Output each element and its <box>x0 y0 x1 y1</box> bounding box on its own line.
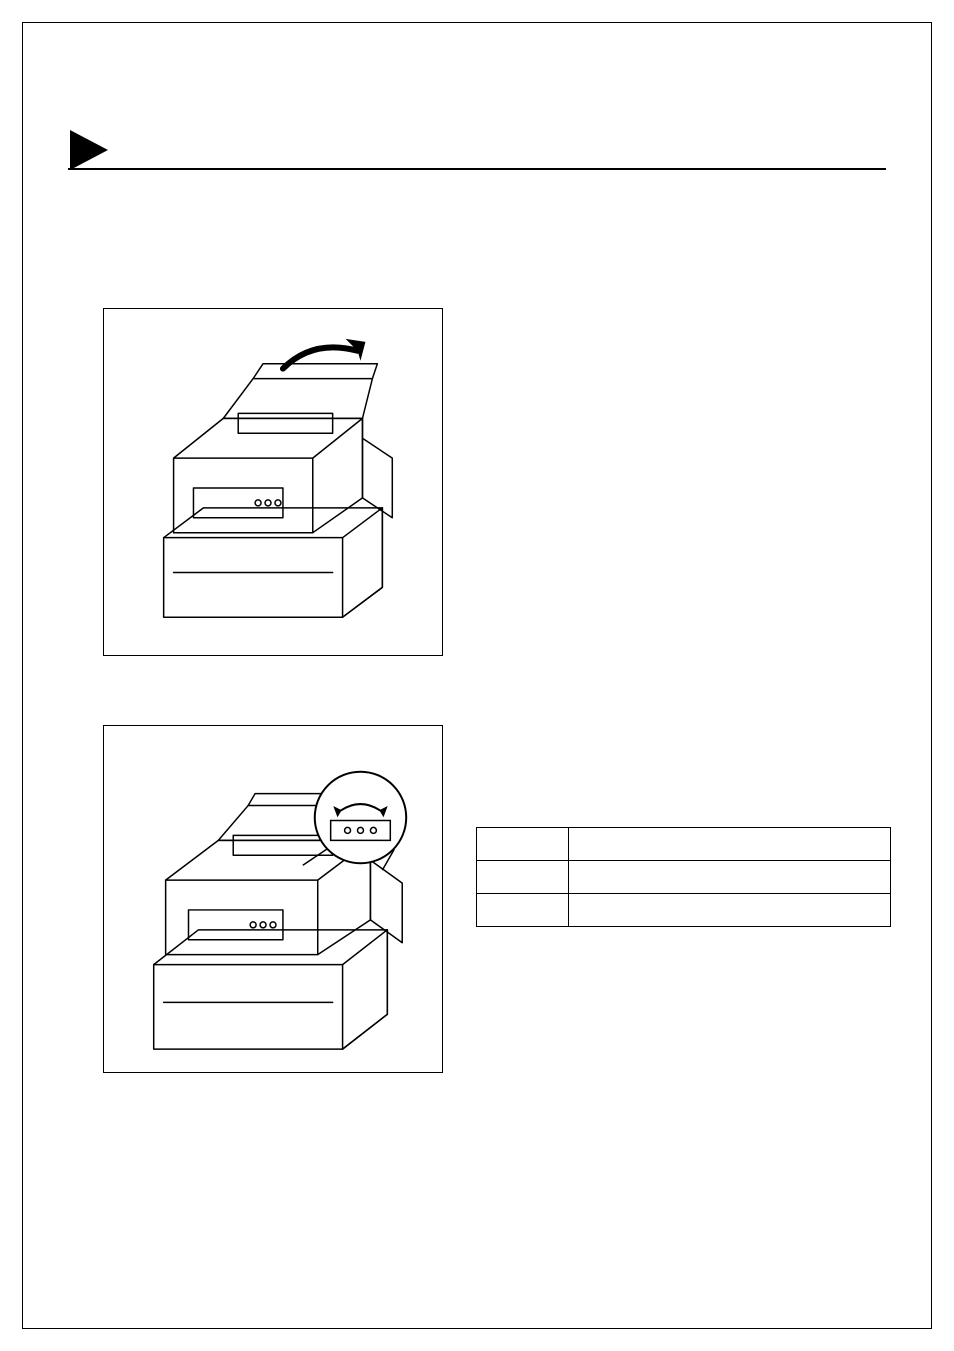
table-cell <box>477 894 569 927</box>
printer-illustration-1 <box>104 309 442 655</box>
header-horizontal-rule <box>68 168 886 170</box>
figure-2-container <box>103 725 443 1073</box>
page-border <box>22 22 932 1329</box>
table-cell <box>569 828 891 861</box>
table-cell <box>569 894 891 927</box>
figure-1-container <box>103 308 443 656</box>
table-cell <box>477 861 569 894</box>
table-row <box>477 894 891 927</box>
table-cell <box>477 828 569 861</box>
table-row <box>477 828 891 861</box>
printer-illustration-2 <box>104 726 442 1072</box>
table-row <box>477 861 891 894</box>
spec-table <box>476 827 891 927</box>
table-cell <box>569 861 891 894</box>
header-triangle-marker <box>70 130 108 170</box>
